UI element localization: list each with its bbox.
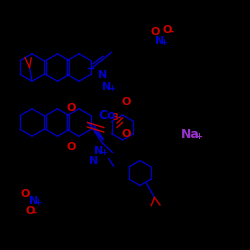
Text: -: -	[32, 208, 36, 218]
Text: +: +	[108, 84, 116, 93]
Text: O: O	[122, 129, 131, 139]
Text: O: O	[122, 97, 131, 107]
Text: O: O	[20, 189, 30, 199]
Text: O: O	[162, 25, 172, 35]
Text: +: +	[34, 198, 42, 207]
Text: O: O	[66, 103, 76, 113]
Text: O: O	[150, 27, 160, 37]
Text: +: +	[160, 38, 167, 47]
Text: N: N	[89, 156, 99, 166]
Text: +: +	[100, 148, 107, 157]
Text: N: N	[29, 196, 38, 206]
Text: N: N	[155, 36, 164, 46]
Text: N: N	[94, 146, 103, 156]
Text: -: -	[169, 27, 173, 37]
Text: Co: Co	[99, 109, 116, 122]
Text: N: N	[98, 70, 107, 80]
Text: 3-: 3-	[112, 113, 122, 122]
Text: +: +	[195, 132, 202, 141]
Text: Na: Na	[180, 128, 200, 141]
Text: O: O	[66, 142, 76, 152]
Text: O: O	[25, 206, 35, 216]
Text: N: N	[102, 82, 112, 92]
